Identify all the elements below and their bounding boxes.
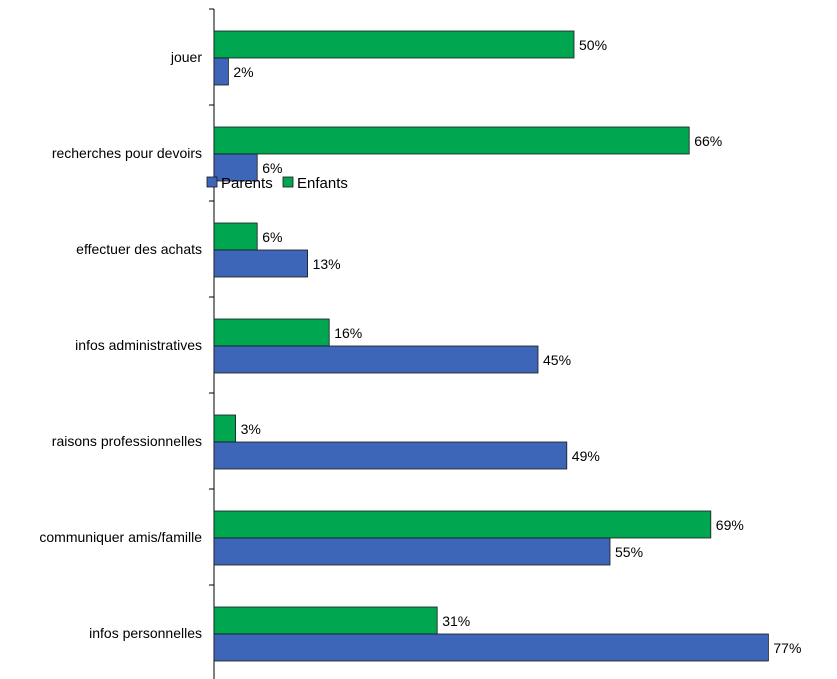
value-label-enfants: 66%: [694, 133, 722, 149]
category-label: effectuer des achats: [76, 241, 202, 257]
bar-enfants: [213, 414, 237, 443]
bar-parents: [213, 249, 308, 278]
legend: Parents Enfants: [206, 175, 348, 192]
legend-label: Parents: [221, 175, 273, 192]
bars-layer: [213, 30, 769, 662]
category-label: communiquer amis/famille: [39, 529, 202, 545]
bar-enfants: [213, 510, 712, 539]
bar-parents: [213, 441, 568, 470]
category-label: recherches pour devoirs: [52, 145, 202, 161]
bar-enfants: [213, 126, 690, 155]
axis-layer: [209, 8, 215, 679]
value-label-enfants: 50%: [579, 37, 607, 53]
category-label: infos personnelles: [89, 625, 202, 641]
bar-parents: [213, 633, 769, 662]
value-label-parents: 45%: [543, 352, 571, 368]
legend-swatch: [282, 176, 294, 188]
category-label: raisons professionnelles: [52, 433, 202, 449]
bar-parents: [213, 153, 258, 182]
value-label-enfants: 69%: [716, 517, 744, 533]
labels-layer: jouer 50% 2% recherches pour devoirs 66% 6% ef…: [39, 37, 801, 656]
bar-enfants: [213, 318, 330, 347]
value-label-parents: 55%: [615, 544, 643, 560]
value-label-parents: 6%: [262, 160, 282, 176]
value-label-parents: 13%: [313, 256, 341, 272]
value-label-parents: 2%: [233, 64, 253, 80]
category-label: infos administratives: [75, 337, 202, 353]
bar-parents: [213, 537, 611, 566]
bar-parents: [213, 57, 229, 86]
bar-enfants: [213, 606, 438, 635]
legend-label: Enfants: [297, 175, 348, 192]
value-label-parents: 49%: [572, 448, 600, 464]
bar-parents: [213, 345, 539, 374]
value-label-enfants: 16%: [334, 325, 362, 341]
bar-enfants: [213, 222, 258, 251]
legend-swatch: [206, 176, 218, 188]
value-label-enfants: 31%: [442, 613, 470, 629]
value-label-enfants: 3%: [241, 421, 261, 437]
category-label: jouer: [170, 49, 202, 65]
value-label-enfants: 6%: [262, 229, 282, 245]
bar-enfants: [213, 30, 575, 59]
value-label-parents: 77%: [773, 640, 801, 656]
